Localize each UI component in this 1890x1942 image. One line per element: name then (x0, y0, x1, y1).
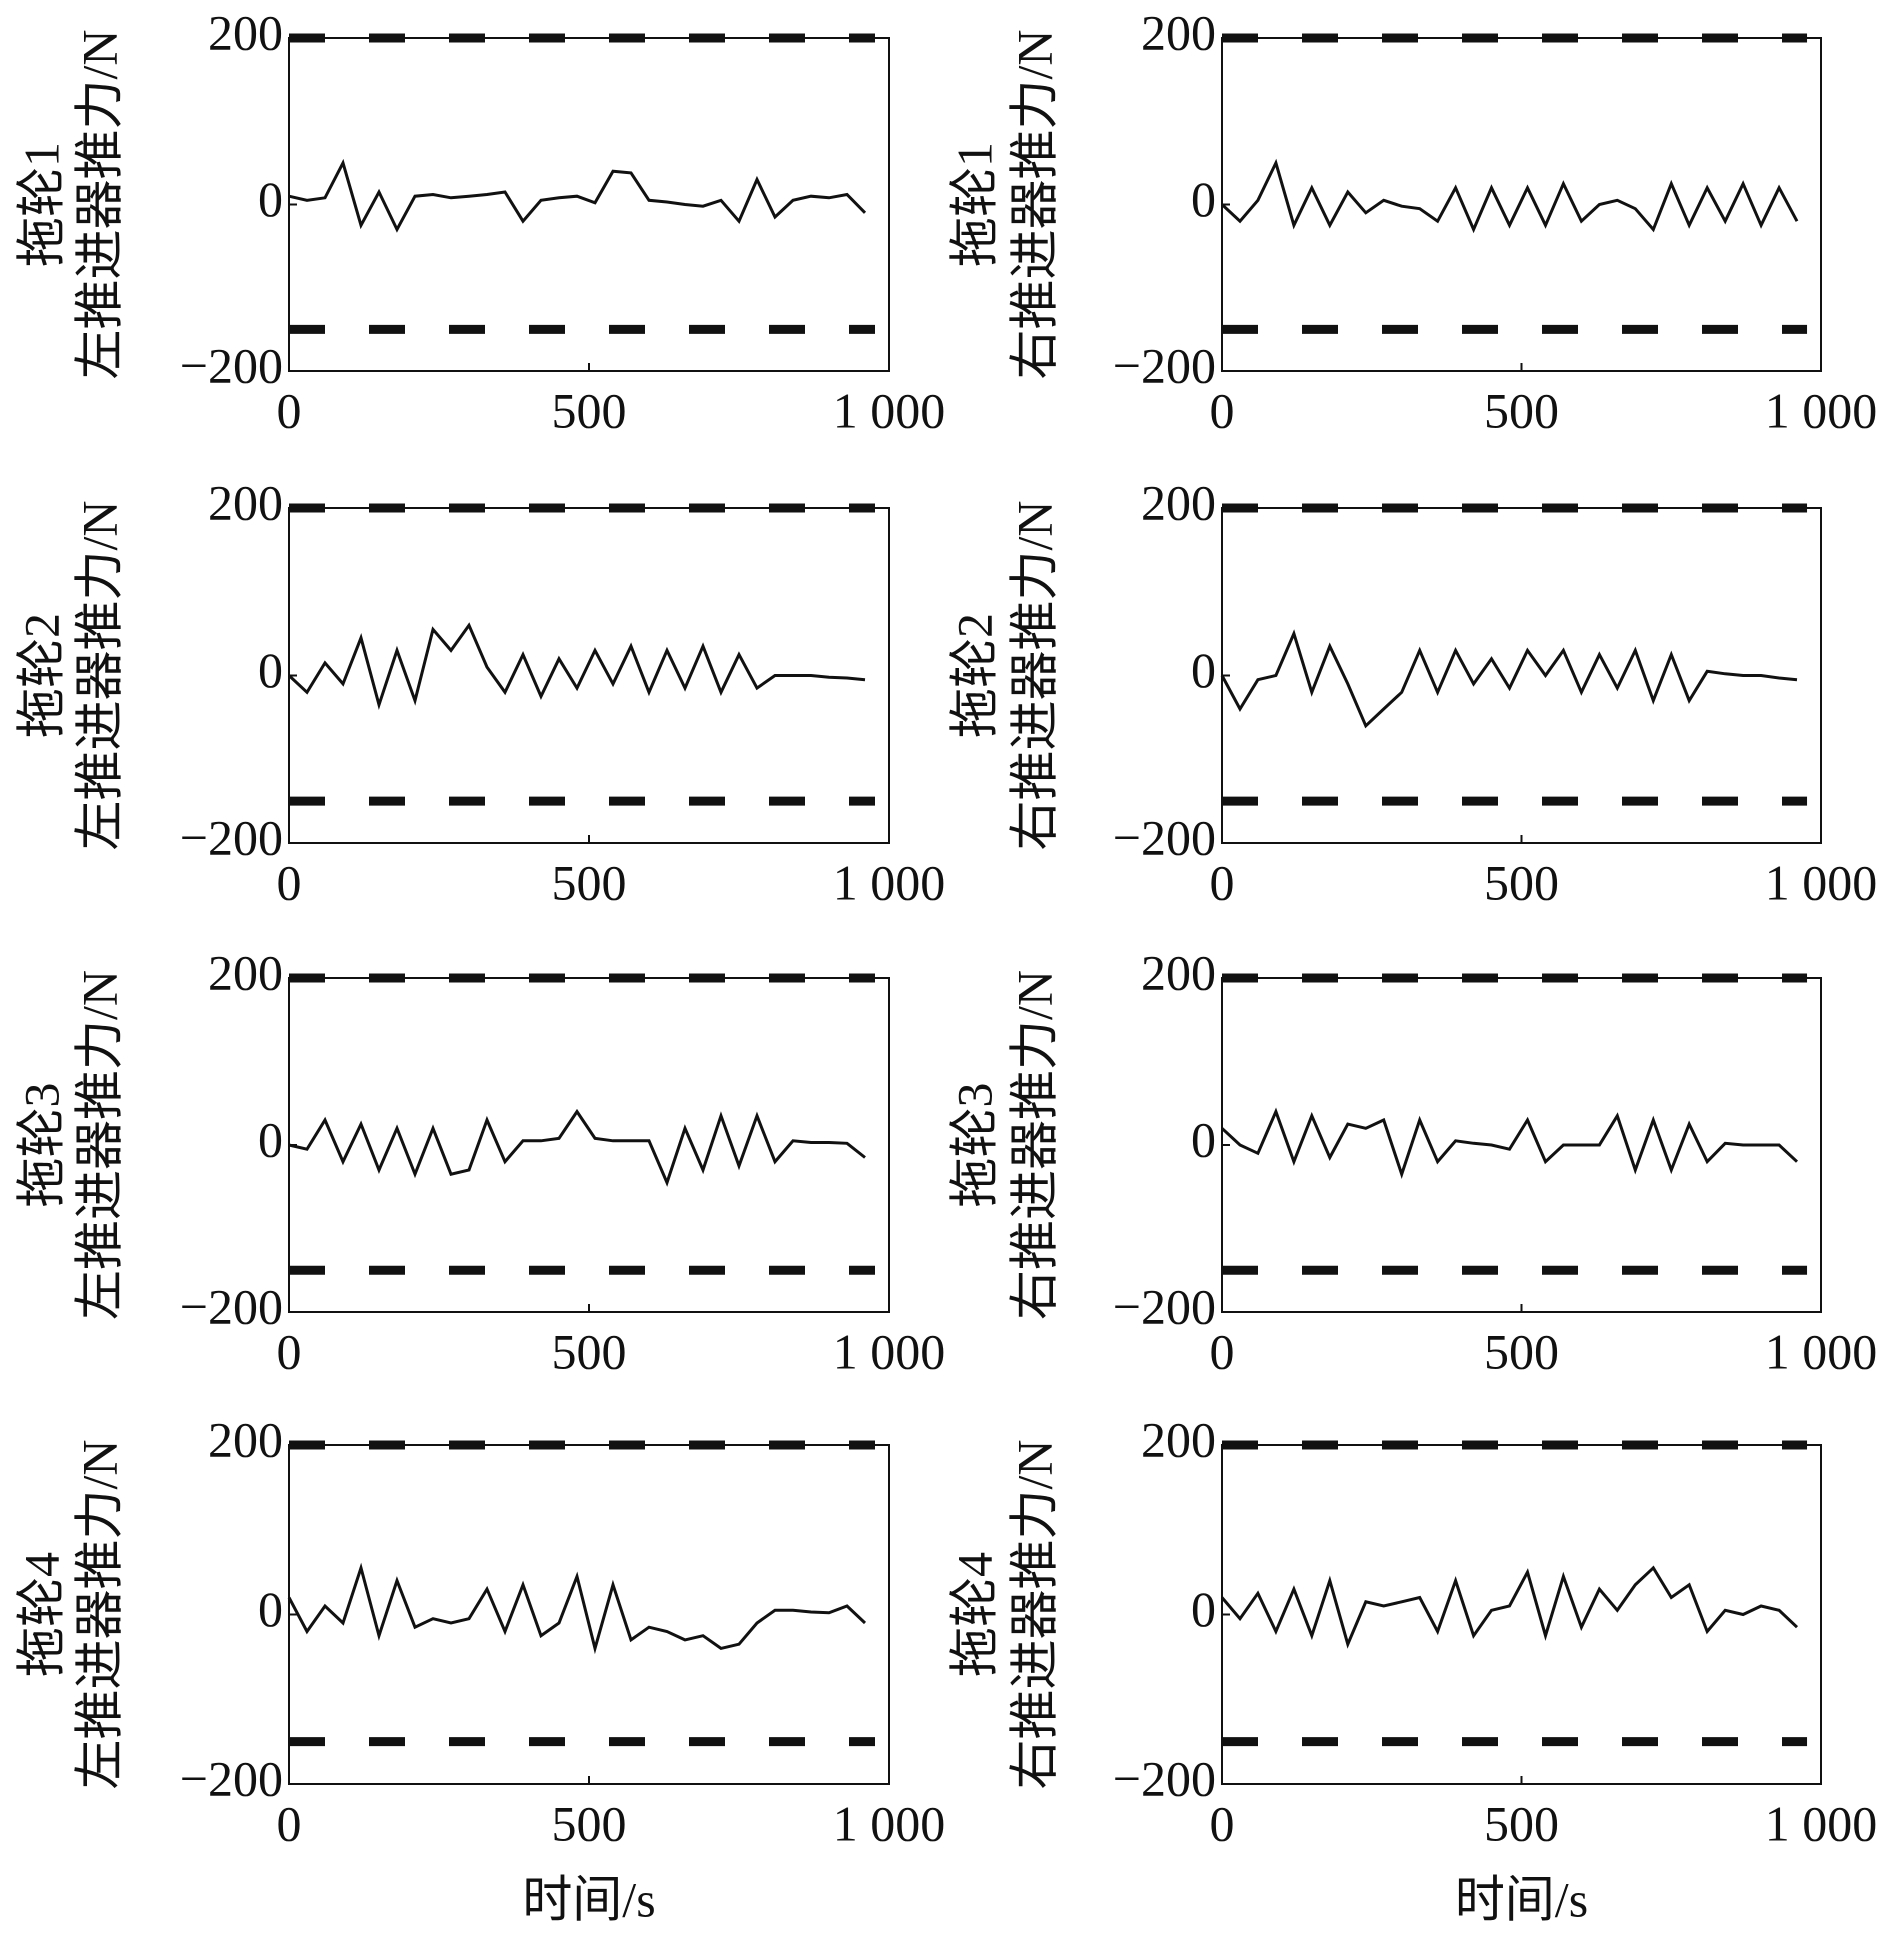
signal-line (1220, 1107, 1799, 1179)
x-axis-label: 时间/s (522, 1871, 655, 1927)
x-tick-label: 500 (552, 1795, 627, 1851)
x-axis-label: 时间/s (1455, 1871, 1588, 1927)
y-tick-label: 0 (258, 171, 283, 227)
tug-label: 拖轮3 (946, 1083, 1002, 1208)
tug-label: 拖轮3 (13, 1083, 69, 1208)
y-axis-label: 左推进器推力/N (71, 1440, 127, 1790)
y-axis-label: 右推进器推力/N (1006, 1440, 1062, 1790)
x-tick-label: 0 (277, 382, 302, 438)
axes-frame (1221, 1444, 1822, 1785)
y-tick-label: −200 (180, 809, 283, 865)
axes-frame (288, 1444, 890, 1785)
x-tick-label: 0 (277, 1795, 302, 1851)
y-tick-label: 200 (1141, 944, 1216, 1000)
y-axis-label: 右推进器推力/N (1006, 30, 1062, 380)
x-tick-label: 500 (1484, 382, 1559, 438)
tug-label: 拖轮1 (13, 142, 69, 267)
y-axis-label: 左推进器推力/N (71, 30, 127, 380)
x-tick-label: 1 000 (1765, 1323, 1878, 1379)
x-tick-label: 1 000 (833, 854, 946, 910)
x-tick-label: 0 (1210, 382, 1235, 438)
y-tick-label: −200 (180, 337, 283, 393)
y-tick-label: −200 (180, 1278, 283, 1334)
x-tick-label: 0 (1210, 1795, 1235, 1851)
y-axis-label: 右推进器推力/N (1006, 970, 1062, 1320)
x-tick-label: 0 (1210, 854, 1235, 910)
y-tick-label: 0 (1191, 642, 1216, 698)
tug-label: 拖轮4 (13, 1552, 69, 1677)
y-tick-label: 200 (208, 4, 283, 60)
x-tick-label: 1 000 (833, 1323, 946, 1379)
tug-label: 拖轮2 (13, 613, 69, 738)
x-tick-label: 0 (1210, 1323, 1235, 1379)
signal-line (1220, 1565, 1799, 1649)
x-tick-label: 500 (1484, 1323, 1559, 1379)
axes-frame (288, 37, 890, 372)
x-tick-label: 500 (552, 382, 627, 438)
y-tick-label: 200 (208, 474, 283, 530)
x-tick-label: 1 000 (1765, 382, 1878, 438)
y-tick-label: 200 (1141, 4, 1216, 60)
axes-frame (288, 977, 890, 1313)
y-axis-label: 右推进器推力/N (1006, 501, 1062, 851)
y-tick-label: 0 (1191, 1581, 1216, 1637)
x-tick-label: 500 (1484, 854, 1559, 910)
x-tick-label: 500 (1484, 1795, 1559, 1851)
y-tick-label: 0 (258, 642, 283, 698)
tug-label: 拖轮4 (946, 1552, 1002, 1677)
y-axis-label: 左推进器推力/N (71, 501, 127, 851)
y-tick-label: 0 (258, 1581, 283, 1637)
y-tick-label: −200 (180, 1750, 283, 1806)
y-axis-label: 左推进器推力/N (71, 970, 127, 1320)
y-tick-label: −200 (1113, 1750, 1216, 1806)
x-tick-label: 500 (552, 854, 627, 910)
signal-line (288, 158, 867, 233)
y-tick-label: 0 (1191, 1111, 1216, 1167)
signal-line (287, 622, 866, 711)
y-tick-label: −200 (1113, 337, 1216, 393)
tug-label: 拖轮2 (946, 613, 1002, 738)
signal-line (1220, 629, 1798, 729)
y-tick-label: 200 (208, 1411, 283, 1467)
x-tick-label: 1 000 (1765, 1795, 1878, 1851)
y-tick-label: 0 (258, 1111, 283, 1167)
y-tick-label: −200 (1113, 809, 1216, 865)
x-tick-label: 500 (552, 1323, 627, 1379)
signal-line (287, 1562, 867, 1655)
signal-line (288, 1108, 866, 1187)
signal-line (1220, 158, 1799, 234)
x-tick-label: 0 (277, 1323, 302, 1379)
y-tick-label: 200 (208, 944, 283, 1000)
x-tick-label: 1 000 (833, 382, 946, 438)
y-tick-label: 200 (1141, 1411, 1216, 1467)
y-tick-label: 200 (1141, 474, 1216, 530)
axes-frame (1221, 37, 1822, 372)
y-tick-label: −200 (1113, 1278, 1216, 1334)
x-tick-label: 1 000 (833, 1795, 946, 1851)
tug-label: 拖轮1 (946, 142, 1002, 267)
y-tick-label: 0 (1191, 171, 1216, 227)
x-tick-label: 1 000 (1765, 854, 1878, 910)
x-tick-label: 0 (277, 854, 302, 910)
